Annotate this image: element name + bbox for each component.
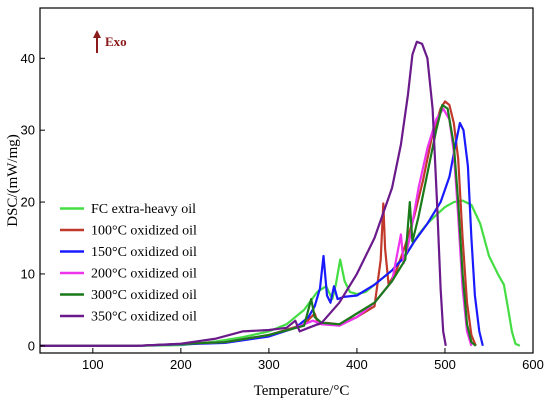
- exo-label: Exo: [105, 34, 127, 49]
- x-tick-label: 200: [170, 357, 192, 372]
- series-layer: [40, 40, 521, 347]
- y-tick-label: 30: [21, 123, 35, 138]
- y-tick-label: 20: [21, 195, 35, 210]
- exo-arrow-head-icon: [93, 30, 101, 38]
- x-tick-label: 100: [82, 357, 104, 372]
- x-tick-label: 600: [522, 357, 544, 372]
- x-tick-label: 400: [346, 357, 368, 372]
- plot-frame: [39, 7, 534, 354]
- legend-label-4: 200°C oxidized oil: [91, 267, 197, 282]
- ticks-layer: 100 200 300 400 500 600 0 10 20 30 40: [21, 51, 544, 372]
- series-line-5: [40, 103, 477, 347]
- legend-label-3: 150°C oxidized oil: [91, 245, 197, 260]
- y-axis-title: DSC/(mW/mg): [5, 134, 21, 227]
- x-axis-title: Temperature/°C: [254, 383, 350, 399]
- legend-label-6: 350°C oxidized oil: [91, 310, 197, 325]
- x-tick-label: 300: [258, 357, 280, 372]
- series-line-6: [40, 40, 447, 347]
- exo-annotation: Exo: [93, 30, 127, 53]
- legend-label-5: 300°C oxidized oil: [91, 288, 197, 303]
- y-tick-label: 0: [28, 338, 35, 353]
- x-axis-title-text: Temperature/: [254, 383, 335, 399]
- legend-label-2: 100°C oxidized oil: [91, 224, 197, 239]
- legend: FC extra-heavy oil 100°C oxidized oil 150°…: [60, 202, 197, 325]
- x-tick-label: 500: [434, 357, 456, 372]
- legend-label-1: FC extra-heavy oil: [91, 202, 196, 217]
- x-axis-title-unit: °C: [333, 383, 349, 399]
- y-tick-label: 10: [21, 266, 35, 281]
- y-tick-label: 40: [21, 51, 35, 66]
